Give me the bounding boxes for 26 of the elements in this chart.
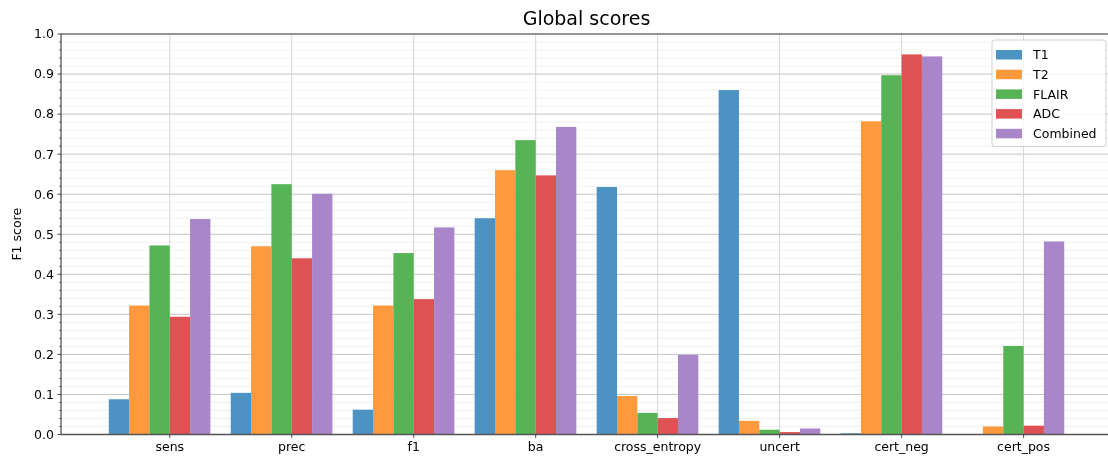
x-tick-label: prec (278, 438, 306, 454)
y-axis-title: F1 score (9, 207, 24, 261)
y-tick-label: 0.6 (34, 186, 55, 202)
legend-label: ADC (1033, 106, 1061, 122)
x-tick-label: f1 (407, 438, 420, 454)
x-tick-label: ba (527, 438, 544, 454)
y-tick-label: 0.9 (34, 66, 55, 82)
y-tick-label: 0.0 (34, 426, 55, 442)
x-tick-label: cert_pos (997, 438, 1051, 454)
x-tick-label: cross_entropy (614, 438, 702, 454)
legend-label: T2 (1032, 67, 1049, 83)
legend-label: Combined (1033, 126, 1097, 142)
y-tick-label: 0.4 (34, 266, 55, 282)
y-tick-label: 0.2 (34, 346, 54, 362)
x-tick-label: sens (155, 438, 185, 454)
chart-title: Global scores (522, 7, 651, 29)
y-tick-label: 0.5 (34, 226, 54, 242)
y-tick-label: 0.1 (34, 386, 54, 402)
y-tick-label: 0.8 (34, 106, 55, 122)
legend-label: T1 (1032, 47, 1049, 63)
x-tick-label: uncert (759, 438, 800, 454)
y-tick-label: 0.3 (34, 306, 54, 322)
y-tick-label: 1.0 (34, 26, 55, 42)
y-tick-label: 0.7 (34, 146, 54, 162)
legend-label: FLAIR (1033, 86, 1069, 102)
x-tick-label: cert_neg (874, 438, 929, 454)
